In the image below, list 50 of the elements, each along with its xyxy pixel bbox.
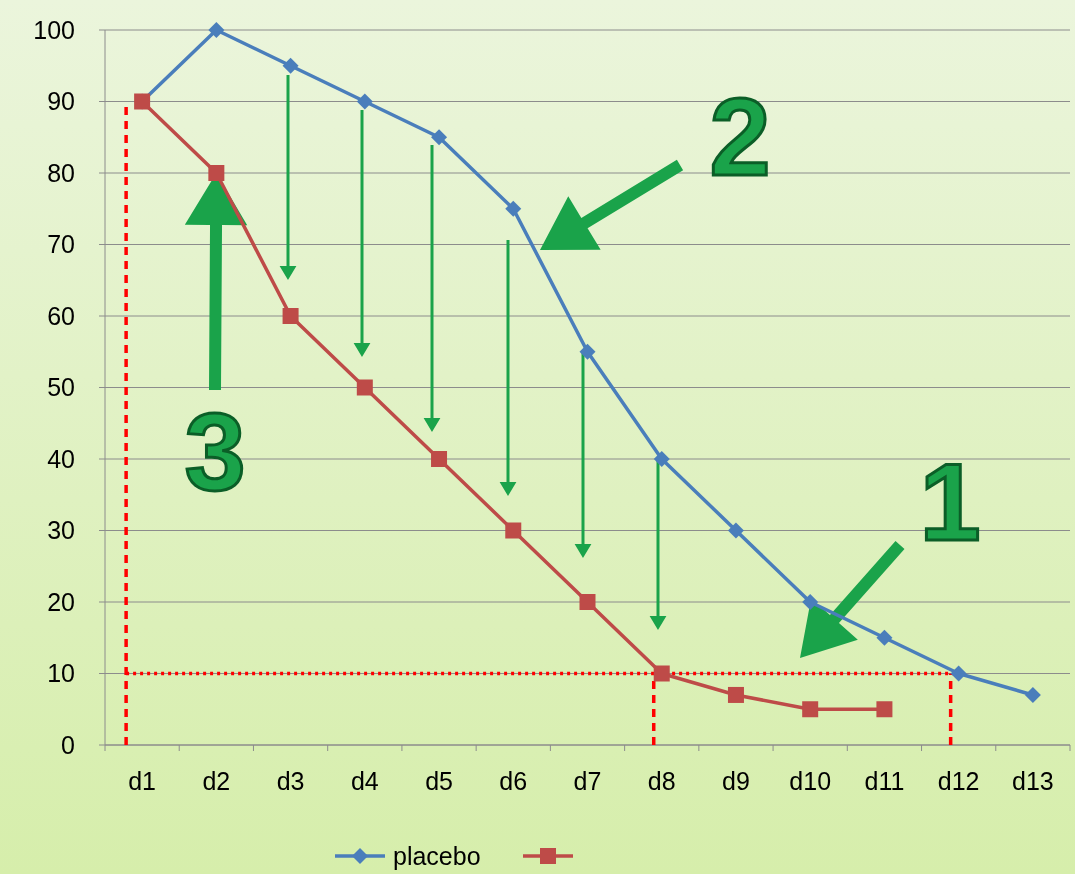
point: [208, 22, 225, 38]
x-tick-label: d3: [276, 767, 305, 795]
x-tick-label: d8: [647, 767, 676, 795]
y-tick-label: 50: [47, 373, 75, 402]
point: [653, 451, 670, 467]
point: [727, 686, 744, 703]
point: [876, 701, 893, 718]
point: [802, 701, 819, 718]
y-tick-label: 20: [47, 587, 75, 616]
annotation: 1: [919, 440, 981, 563]
point: [282, 57, 299, 74]
x-tick-label: d1: [128, 767, 157, 795]
point: [653, 665, 670, 682]
x-tick-label: d11: [864, 767, 905, 795]
annotation: 3: [184, 390, 246, 513]
point: [727, 522, 744, 539]
point: [356, 379, 373, 396]
y-tick-label: 10: [47, 659, 75, 688]
point: [950, 665, 967, 682]
y-tick-label: 80: [47, 158, 75, 187]
legend-label: placebo: [393, 841, 481, 870]
x-tick-label: d2: [202, 767, 231, 795]
y-tick-label: 60: [47, 301, 75, 330]
point: [876, 629, 893, 646]
y-tick-label: 100: [33, 15, 75, 44]
y-tick-label: 40: [47, 444, 75, 473]
x-tick-label: d4: [350, 767, 379, 795]
point: [579, 594, 596, 610]
x-tick-label: d6: [499, 767, 528, 795]
y-tick-label: 90: [47, 87, 75, 116]
y-tick-label: 30: [47, 516, 75, 545]
point: [1024, 686, 1041, 703]
point: [802, 594, 819, 610]
point: [431, 129, 448, 146]
point: [208, 165, 225, 181]
x-tick-label: d5: [425, 767, 453, 795]
point: [505, 522, 522, 539]
point: [579, 343, 596, 360]
y-tick-label: 0: [61, 730, 75, 759]
x-tick-label: d13: [1012, 767, 1054, 795]
point: [282, 308, 299, 324]
point: [356, 93, 373, 110]
point: [505, 200, 522, 217]
x-tick-label: d10: [789, 767, 832, 795]
y-tick-label: 70: [47, 230, 75, 259]
annotation: 2: [709, 75, 771, 198]
x-tick-label: d9: [722, 767, 750, 795]
point: [431, 451, 448, 467]
x-tick-label: d7: [573, 767, 602, 795]
x-tick-label: d12: [937, 767, 980, 795]
